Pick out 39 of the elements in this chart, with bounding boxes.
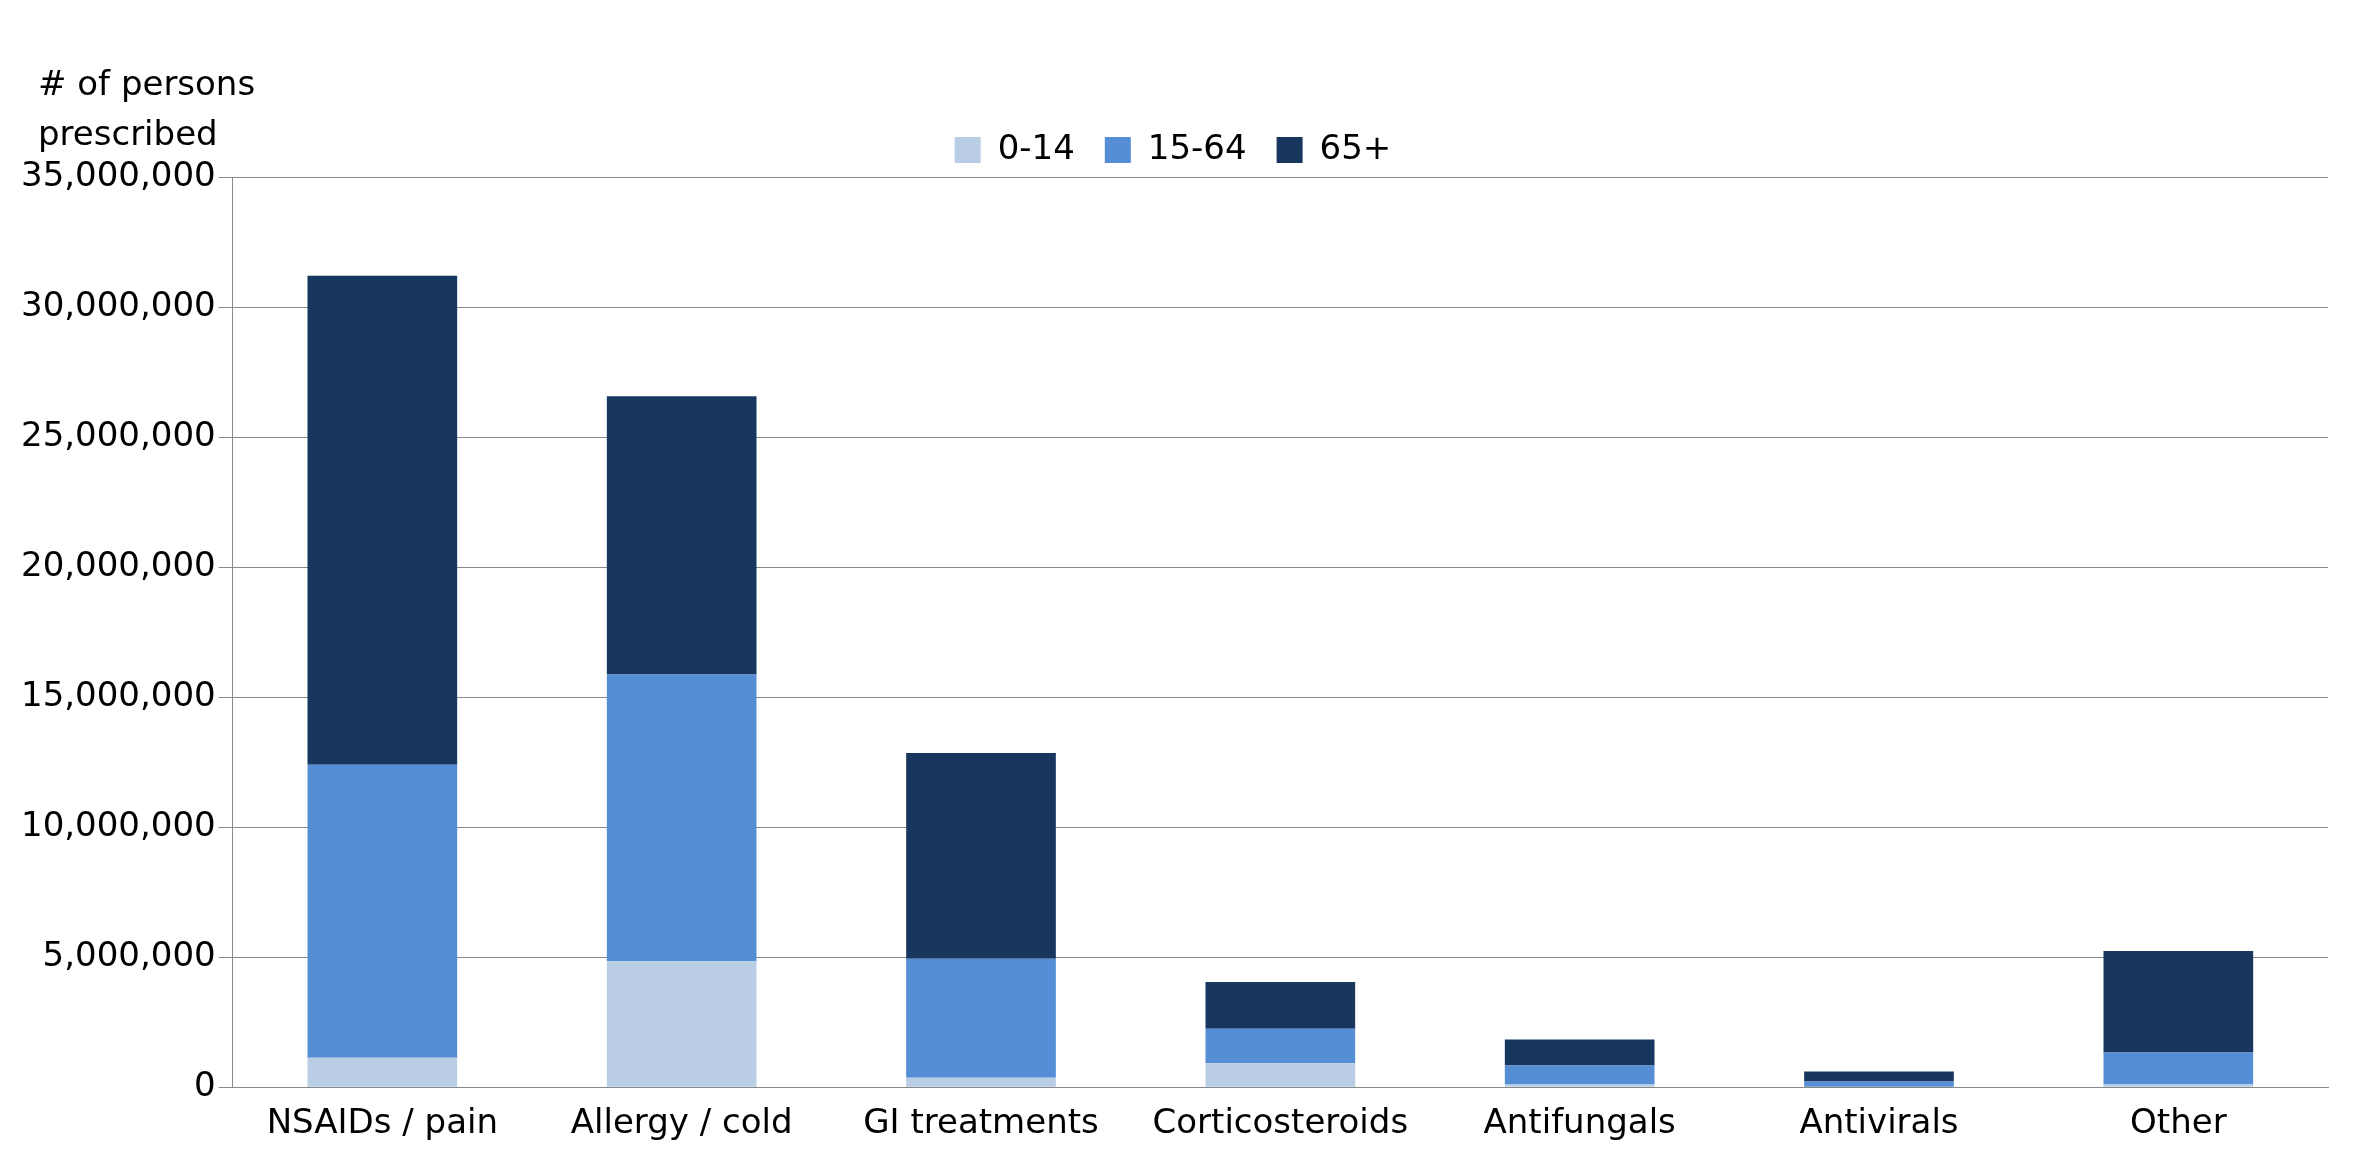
- bar: [1504, 1065, 1655, 1085]
- x-tick-label: Antifungals: [1483, 1101, 1676, 1142]
- bar: [1804, 1081, 1954, 1087]
- bar: [906, 1077, 1056, 1087]
- x-tick-label: Other: [2130, 1101, 2227, 1142]
- bar: [307, 1057, 458, 1087]
- y-tick-label: 30,000,000: [21, 283, 216, 324]
- bar: [606, 674, 757, 962]
- y-tick-label: 15,000,000: [21, 673, 216, 714]
- bar: [1205, 981, 1356, 1029]
- bar: [307, 764, 458, 1058]
- bar: [2103, 950, 2254, 1053]
- x-tick-label: Corticosteroids: [1152, 1101, 1409, 1142]
- bar: [1504, 1039, 1655, 1066]
- legend-label: 65+: [1319, 126, 1392, 167]
- y-axis-title: # of persons prescribed: [38, 63, 256, 153]
- y-tick-label: 0: [194, 1064, 216, 1105]
- y-tick-label: 25,000,000: [21, 413, 216, 454]
- x-tick-label: GI treatments: [863, 1101, 1099, 1142]
- x-tick-label: Antivirals: [1799, 1101, 1959, 1142]
- y-tick-label: 5,000,000: [42, 934, 216, 974]
- bar: [906, 958, 1056, 1078]
- x-tick-label: Allergy / cold: [570, 1101, 793, 1142]
- bar: [307, 275, 458, 765]
- bar: [906, 753, 1056, 959]
- bar: [606, 396, 757, 675]
- y-tick-label: 10,000,000: [21, 803, 216, 844]
- bar: [1804, 1071, 1954, 1082]
- y-tick-label: 20,000,000: [21, 543, 216, 584]
- bar: [606, 961, 757, 1087]
- y-tick-label: 35,000,000: [21, 153, 216, 194]
- x-tick-label: NSAIDs / pain: [266, 1101, 498, 1142]
- legend-label: 0-14: [997, 126, 1075, 167]
- bar: [1205, 1063, 1356, 1087]
- bar: [2103, 1052, 2254, 1085]
- bar: [1205, 1028, 1356, 1064]
- legend-label: 15-64: [1147, 126, 1247, 167]
- bar: [1504, 1084, 1655, 1087]
- bar: [2103, 1084, 2254, 1087]
